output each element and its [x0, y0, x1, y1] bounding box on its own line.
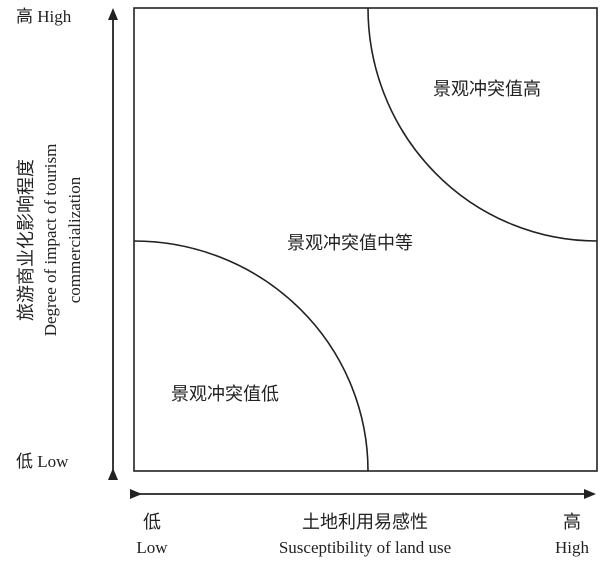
- region-medium-label: 景观冲突值中等: [287, 233, 413, 254]
- diagram-frame: [133, 7, 598, 472]
- high-conflict-boundary-arc: [367, 7, 598, 242]
- x-axis-low-en: Low: [136, 538, 168, 557]
- y-axis-low-label: 低 Low: [16, 452, 69, 471]
- x-axis-title-en: Susceptibility of land use: [279, 538, 451, 557]
- x-axis-high-en: High: [555, 538, 590, 557]
- x-axis-title-cn: 土地利用易感性: [302, 512, 428, 533]
- y-axis-title-cn: 旅游商业化影响程度: [16, 159, 37, 321]
- region-high-label: 景观冲突值高: [433, 79, 541, 100]
- y-axis-title: 旅游商业化影响程度 Degree of impact of tourism co…: [16, 144, 84, 337]
- y-axis-title-en-line2: commercialization: [65, 176, 84, 303]
- low-conflict-boundary-arc: [133, 240, 369, 472]
- x-axis-low-cn: 低: [143, 512, 161, 533]
- y-axis-high-label: 高 High: [16, 7, 72, 26]
- y-axis-title-en-line1: Degree of impact of tourism: [41, 144, 60, 337]
- x-axis-high-cn: 高: [563, 512, 581, 533]
- region-low-label: 景观冲突值低: [171, 384, 279, 405]
